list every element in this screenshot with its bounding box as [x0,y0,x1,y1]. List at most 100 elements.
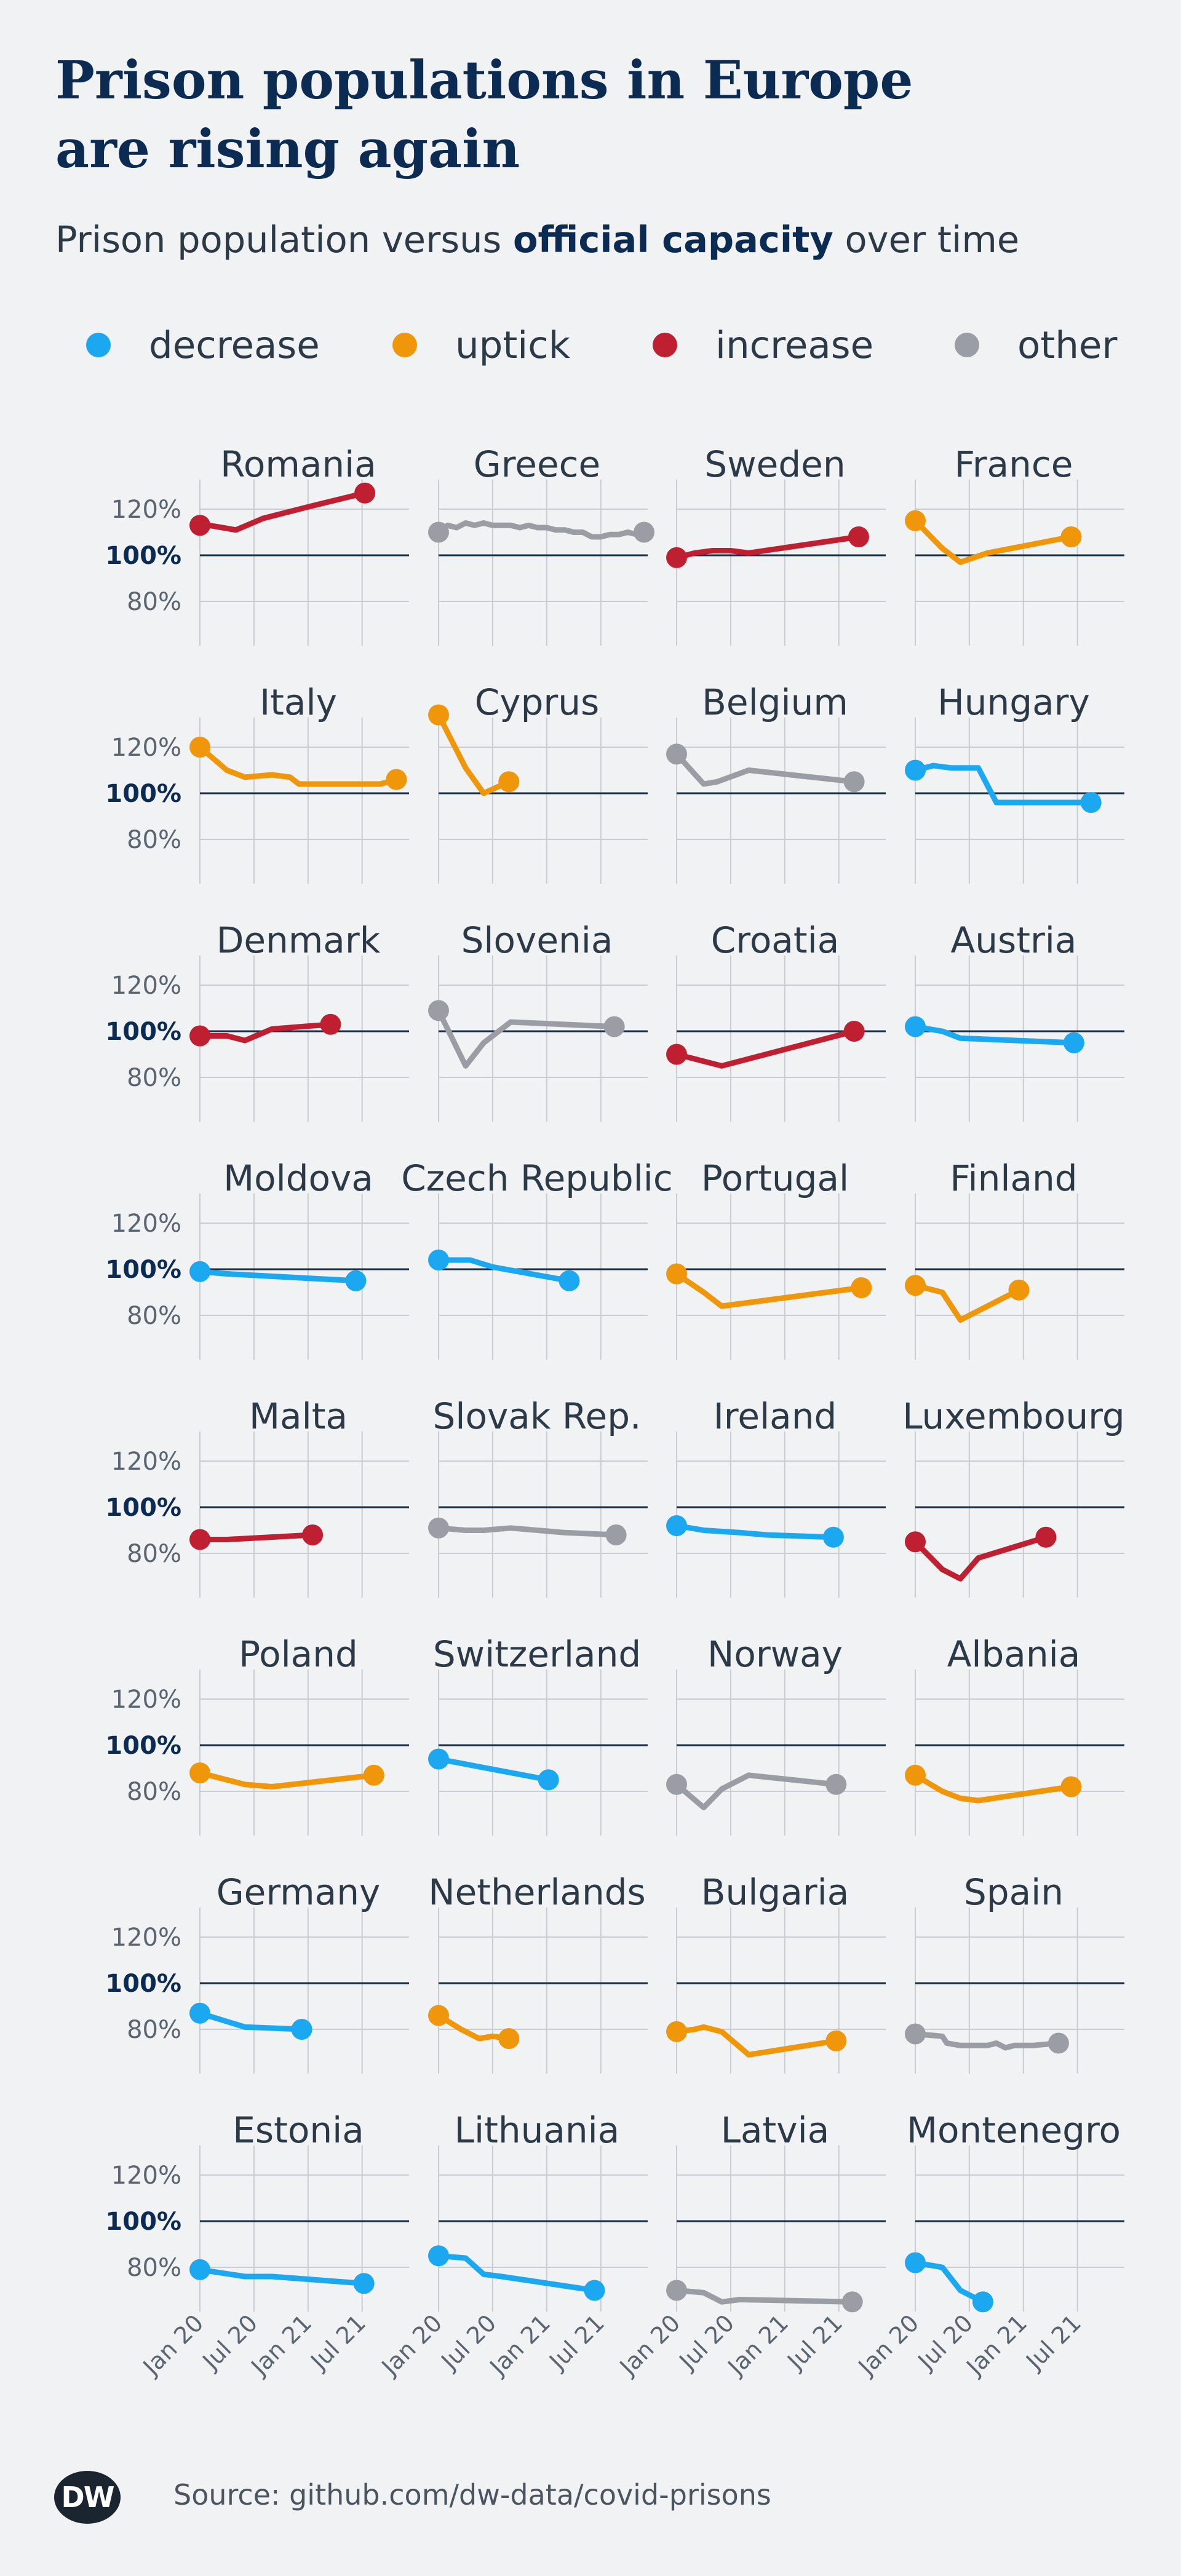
y-tick-label-romania-120: 120% [111,496,181,524]
end-point-cyprus [498,771,520,793]
end-point-spain [1048,2032,1069,2054]
end-point-denmark [320,1013,341,1035]
y-tick-label-italy-80: 80% [127,826,181,854]
x-tick-label-lithuania-0: Jan 20 [376,2309,448,2381]
start-point-lithuania [428,2245,449,2267]
y-tick-label-malta-80: 80% [127,1540,181,1568]
x-tick-label-latvia-3: Jul 21 [781,2309,848,2376]
y-tick-label-moldova-100: 100% [105,1256,181,1284]
start-point-germany [189,2002,210,2024]
panel-title-hungary: Hungary [937,681,1090,723]
start-point-netherlands [428,2005,449,2026]
start-point-slovak-rep [428,1517,449,1539]
x-tick-label-estonia-0: Jan 20 [137,2309,209,2381]
series-line-france [912,518,1074,565]
series-line-poland [197,1770,377,1789]
series-line-spain [912,2031,1062,2051]
x-tick-label-latvia-2: Jan 21 [722,2309,793,2381]
start-point-ireland [666,1515,687,1536]
end-point-poland [363,1764,384,1786]
series-line-ireland [674,1523,837,1540]
start-point-finland [905,1275,926,1296]
panel-title-romania: Romania [220,443,376,485]
start-point-poland [189,1762,210,1783]
series-line-albania [912,1772,1074,1804]
chart-title-line-2: are rising again [55,119,520,180]
legend-label-decrease: decrease [149,323,320,367]
series-line-germany [197,2010,304,2032]
series-line-norway [674,1772,839,1810]
y-tick-label-denmark-100: 100% [105,1018,181,1046]
x-tick-label-montenegro-2: Jan 21 [960,2309,1032,2381]
y-tick-label-malta-100: 100% [105,1494,181,1522]
y-tick-label-poland-100: 100% [105,1732,181,1760]
panel-title-italy: Italy [260,681,337,723]
series-line-netherlands [435,2013,512,2042]
end-point-czech-republic [559,1270,580,1291]
end-point-france [1060,526,1082,547]
series-line-sweden [674,534,862,561]
y-tick-label-romania-100: 100% [105,542,181,570]
x-tick-label-lithuania-3: Jul 21 [543,2309,610,2376]
series-line-belgium [674,751,857,787]
series-line-romania [197,490,368,533]
start-point-albania [905,1764,926,1786]
end-point-croatia [843,1021,865,1042]
end-point-italy [386,769,407,790]
panel-title-bulgaria: Bulgaria [701,1871,849,1913]
dw-logo-text: DW [61,2481,115,2514]
series-line-malta [197,1532,316,1542]
legend-swatch-decrease [86,333,111,357]
start-point-spain [905,2023,926,2045]
start-point-denmark [189,1025,210,1047]
start-point-belgium [666,743,687,765]
end-point-slovenia [603,1016,625,1037]
chart-title-line-1: Prison populations in Europe [55,50,913,111]
end-point-belgium [843,771,865,793]
panel-title-luxembourg: Luxembourg [902,1395,1124,1437]
x-tick-label-lithuania-2: Jan 21 [483,2309,555,2381]
panel-title-ireland: Ireland [714,1395,837,1437]
panel-title-finland: Finland [950,1157,1077,1199]
x-tick-label-estonia-3: Jul 21 [304,2309,371,2376]
end-point-malta [302,1524,324,1545]
y-tick-label-poland-120: 120% [111,1686,181,1714]
y-tick-label-germany-80: 80% [127,2016,181,2044]
end-point-hungary [1080,792,1102,813]
start-point-hungary [905,759,926,781]
x-tick-label-montenegro-0: Jan 20 [853,2309,925,2381]
end-point-bulgaria [825,2030,847,2051]
panel-title-estonia: Estonia [233,2109,364,2151]
start-point-portugal [666,1263,687,1285]
series-line-slovenia [435,1007,618,1069]
start-point-norway [666,1773,687,1795]
y-tick-label-denmark-120: 120% [111,972,181,1000]
panel-title-poland: Poland [239,1633,358,1675]
panel-title-montenegro: Montenegro [907,2109,1121,2151]
end-point-estonia [353,2273,375,2294]
start-point-austria [905,1016,926,1037]
start-point-moldova [189,1261,210,1282]
series-line-croatia [674,1028,857,1069]
panel-title-norway: Norway [707,1633,843,1675]
dw-logo: DW [54,2471,121,2524]
panel-title-croatia: Croatia [711,919,840,961]
x-tick-label-latvia-0: Jan 20 [614,2309,686,2381]
end-point-greece [634,521,655,543]
panel-title-slovenia: Slovenia [461,919,613,961]
end-point-switzerland [538,1769,559,1791]
y-tick-label-moldova-120: 120% [111,1210,181,1238]
start-point-romania [189,515,210,536]
end-point-finland [1008,1279,1030,1301]
panel-title-cyprus: Cyprus [475,681,599,723]
y-tick-label-denmark-80: 80% [127,1064,181,1092]
start-point-latvia [666,2280,687,2301]
end-point-albania [1060,1776,1082,1797]
y-tick-label-germany-120: 120% [111,1924,181,1952]
legend-label-uptick: uptick [455,323,571,367]
start-point-italy [189,737,210,758]
end-point-montenegro [972,2291,993,2313]
end-point-germany [291,2019,312,2040]
y-tick-label-estonia-80: 80% [127,2254,181,2282]
